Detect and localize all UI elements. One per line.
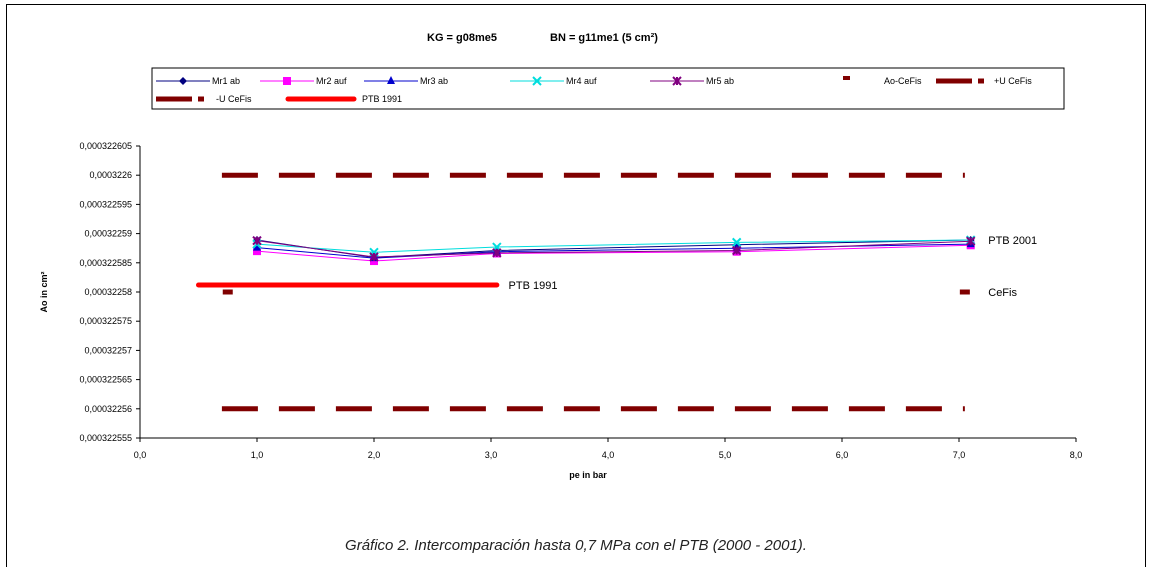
x-tick-label: 6,0 (836, 450, 849, 460)
x-tick-label: 1,0 (251, 450, 264, 460)
legend-entry: Mr3 ab (364, 76, 448, 86)
legend-label: Mr1 ab (212, 76, 240, 86)
y-tick-label: 0,000322565 (79, 375, 132, 385)
legend-entry: Mr2 auf (260, 76, 347, 86)
series-point (731, 245, 742, 256)
y-tick-label: 0,00032257 (84, 345, 132, 355)
series-line (256, 240, 971, 258)
legend-marker (387, 76, 395, 84)
legend-marker (672, 76, 682, 86)
legend-label: Mr2 auf (316, 76, 347, 86)
y-tick-label: 0,000322585 (79, 258, 132, 268)
legend-label: Mr4 auf (566, 76, 597, 86)
chart-title-right: BN = g11me1 (5 cm²) (550, 32, 658, 44)
series-point (492, 248, 502, 258)
annotation: PTB 1991 (509, 280, 558, 292)
y-tick-label: 0,00032258 (84, 287, 132, 297)
legend-entry: +U CeFis (936, 76, 1032, 86)
legend-label: PTB 1991 (362, 94, 402, 104)
series-point (252, 235, 262, 246)
legend-marker (179, 77, 187, 85)
x-tick-label: 0,0 (134, 450, 147, 460)
y-tick-label: 0,00032259 (84, 229, 132, 239)
x-axis-label: pe in bar (569, 470, 607, 480)
series-point (965, 236, 976, 246)
legend-marker (843, 76, 850, 80)
legend-marker (532, 76, 542, 86)
legend-label: Mr5 ab (706, 76, 734, 86)
y-tick-label: 0,000322595 (79, 199, 132, 209)
annotation: PTB 2001 (988, 235, 1037, 247)
legend-label: Mr3 ab (420, 76, 448, 86)
y-tick-label: 0,0003226 (89, 170, 132, 180)
legend-label: Ao-CeFis (884, 76, 922, 86)
x-tick-label: 8,0 (1070, 450, 1083, 460)
legend-entry: PTB 1991 (285, 94, 402, 104)
legend-entry: Mr4 auf (510, 76, 597, 86)
cefis-point (959, 289, 970, 295)
y-axis-label: Ao in cm² (39, 271, 49, 312)
figure-frame (6, 4, 1146, 567)
y-tick-label: 0,00032256 (84, 404, 132, 414)
legend: Mr1 ab Mr2 auf Mr3 ab Mr4 auf Mr5 ab Ao-CeFis… (156, 76, 1032, 104)
legend-label: +U CeFis (994, 76, 1032, 86)
legend-marker (283, 77, 291, 85)
y-tick-label: 0,000322555 (79, 433, 132, 443)
legend-entry: Mr5 ab (650, 76, 734, 86)
x-tick-label: 2,0 (368, 450, 381, 460)
series-line (256, 239, 971, 259)
series-point (253, 247, 261, 256)
y-tick-label: 0,000322575 (79, 316, 132, 326)
series-point (253, 242, 261, 251)
figure-caption: Gráfico 2. Intercomparación hasta 0,7 MP… (345, 537, 807, 554)
x-tick-label: 7,0 (953, 450, 966, 460)
legend-box (151, 67, 1065, 110)
x-tick-label: 5,0 (719, 450, 732, 460)
y-tick-label: 0,000322605 (79, 141, 132, 151)
x-tick-label: 3,0 (485, 450, 498, 460)
legend-entry: -U CeFis (156, 94, 252, 104)
cefis-point (222, 289, 233, 295)
legend-label: -U CeFis (216, 94, 252, 104)
annotation: CeFis (988, 287, 1017, 299)
chart-title-left: KG = g08me5 (427, 32, 497, 44)
legend-entry: Mr1 ab (156, 76, 240, 86)
series-point (731, 237, 742, 248)
x-tick-label: 4,0 (602, 450, 615, 460)
series-point (369, 252, 379, 262)
legend-entry: Ao-CeFis (843, 76, 922, 86)
